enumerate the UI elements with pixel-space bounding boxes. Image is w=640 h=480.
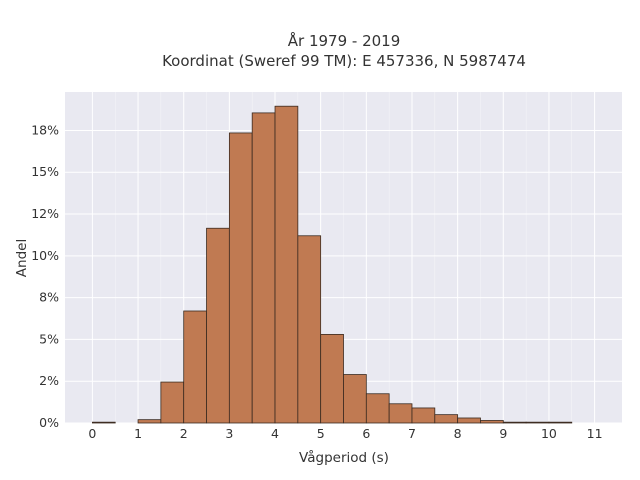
y-axis-label: Andel xyxy=(14,239,30,277)
x-tick-label: 5 xyxy=(317,426,325,441)
histogram-bar xyxy=(388,403,413,424)
y-tick-label: 2% xyxy=(39,373,59,388)
histogram-bar xyxy=(320,333,344,424)
x-tick-label: 2 xyxy=(180,426,188,441)
histogram-bar xyxy=(457,417,481,424)
x-tick-label: 7 xyxy=(408,426,416,441)
x-tick-label: 4 xyxy=(271,426,279,441)
x-tick-label: 6 xyxy=(362,426,370,441)
histogram-bar xyxy=(434,414,459,424)
y-tick-label: 12% xyxy=(31,206,59,221)
chart-title-line-2: Koordinat (Sweref 99 TM): E 457336, N 59… xyxy=(162,52,526,70)
histogram-bar xyxy=(251,112,276,424)
x-tick-label: 0 xyxy=(88,426,96,441)
histogram-bar xyxy=(548,421,573,424)
y-tick-label: 18% xyxy=(31,122,59,137)
y-tick-label: 8% xyxy=(39,290,59,305)
histogram-bar xyxy=(365,393,390,424)
histogram-bar xyxy=(137,419,162,424)
x-tick-label: 9 xyxy=(499,426,507,441)
x-tick-label: 8 xyxy=(454,426,462,441)
histogram-bar xyxy=(91,421,116,424)
x-tick-label: 3 xyxy=(225,426,233,441)
x-tick-label: 10 xyxy=(541,426,557,441)
x-tick-label: 1 xyxy=(134,426,142,441)
histogram-bar xyxy=(274,105,299,424)
histogram-bar xyxy=(160,381,185,424)
y-tick-label: 15% xyxy=(31,164,59,179)
histogram-bar xyxy=(525,421,550,424)
y-tick-label: 0% xyxy=(39,415,59,430)
bars xyxy=(91,105,573,424)
x-axis-ticks: 0 1 2 3 4 5 6 7 8 9 10 11 xyxy=(88,426,602,441)
histogram-bar xyxy=(343,374,367,424)
x-axis-label: Vågperiod (s) xyxy=(299,449,389,466)
chart-title-line-1: År 1979 - 2019 xyxy=(288,31,401,50)
histogram-bar xyxy=(228,132,253,424)
y-tick-label: 10% xyxy=(31,248,59,263)
histogram-bar xyxy=(183,310,207,424)
histogram-bar xyxy=(297,235,322,424)
histogram-bar xyxy=(206,227,230,424)
histogram-bar xyxy=(502,421,527,424)
y-axis-ticks: 0% 2% 5% 8% 10% 12% 15% 18% xyxy=(31,122,59,430)
histogram-bar xyxy=(480,420,504,424)
x-tick-label: 11 xyxy=(587,426,603,441)
histogram-bar xyxy=(411,407,436,424)
y-tick-label: 5% xyxy=(39,331,59,346)
